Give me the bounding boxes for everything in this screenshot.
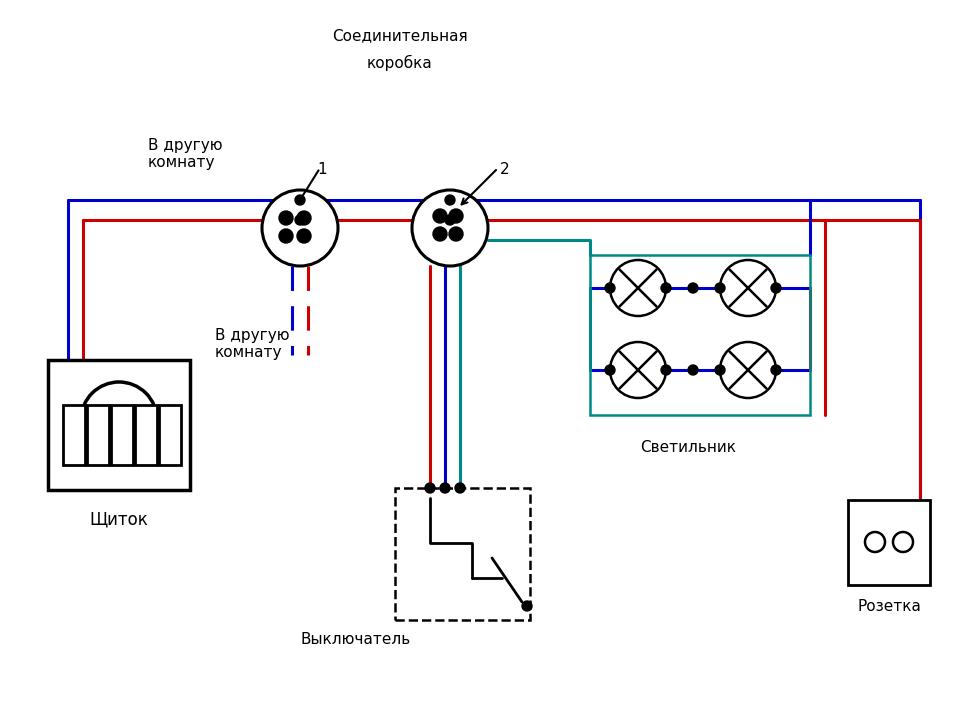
- Bar: [395, 488, 530, 620]
- Bar: [87, 405, 109, 465]
- Circle shape: [610, 260, 666, 316]
- Text: 1: 1: [317, 163, 326, 178]
- Circle shape: [720, 260, 776, 316]
- Circle shape: [715, 283, 725, 293]
- Circle shape: [445, 215, 455, 225]
- Circle shape: [605, 365, 615, 375]
- Text: 2: 2: [500, 163, 510, 178]
- Circle shape: [610, 342, 666, 398]
- Circle shape: [865, 532, 885, 552]
- Bar: [159, 405, 181, 465]
- Text: Щиток: Щиток: [89, 510, 149, 528]
- Circle shape: [449, 209, 463, 223]
- Text: коробка: коробка: [367, 55, 433, 71]
- Text: Светильник: Светильник: [640, 440, 736, 455]
- Circle shape: [279, 211, 293, 225]
- Circle shape: [262, 190, 338, 266]
- Circle shape: [295, 215, 305, 225]
- Circle shape: [295, 195, 305, 205]
- Circle shape: [522, 601, 532, 611]
- Circle shape: [425, 483, 435, 493]
- Bar: [135, 405, 157, 465]
- Text: Розетка: Розетка: [857, 599, 921, 614]
- Bar: [63, 405, 85, 465]
- Circle shape: [771, 283, 781, 293]
- Circle shape: [433, 227, 447, 241]
- Circle shape: [279, 229, 293, 243]
- Circle shape: [81, 382, 157, 458]
- Circle shape: [720, 342, 776, 398]
- Bar: [590, 255, 810, 415]
- Text: Выключатель: Выключатель: [300, 632, 410, 647]
- Bar: [99, 408, 139, 426]
- Circle shape: [455, 483, 465, 493]
- Text: В другую
комнату: В другую комнату: [215, 328, 290, 361]
- Circle shape: [661, 365, 671, 375]
- Text: В другую
комнату: В другую комнату: [148, 138, 223, 171]
- Circle shape: [771, 365, 781, 375]
- Circle shape: [445, 195, 455, 205]
- Circle shape: [688, 283, 698, 293]
- Circle shape: [297, 229, 311, 243]
- Circle shape: [433, 209, 447, 223]
- Text: Соединительная: Соединительная: [332, 28, 468, 43]
- Circle shape: [449, 227, 463, 241]
- Circle shape: [661, 283, 671, 293]
- Bar: [111, 405, 133, 465]
- Circle shape: [412, 190, 488, 266]
- Circle shape: [715, 365, 725, 375]
- Circle shape: [297, 211, 311, 225]
- Circle shape: [605, 283, 615, 293]
- Circle shape: [440, 483, 450, 493]
- Circle shape: [688, 365, 698, 375]
- Bar: [48, 360, 190, 490]
- Circle shape: [893, 532, 913, 552]
- Bar: [848, 500, 930, 585]
